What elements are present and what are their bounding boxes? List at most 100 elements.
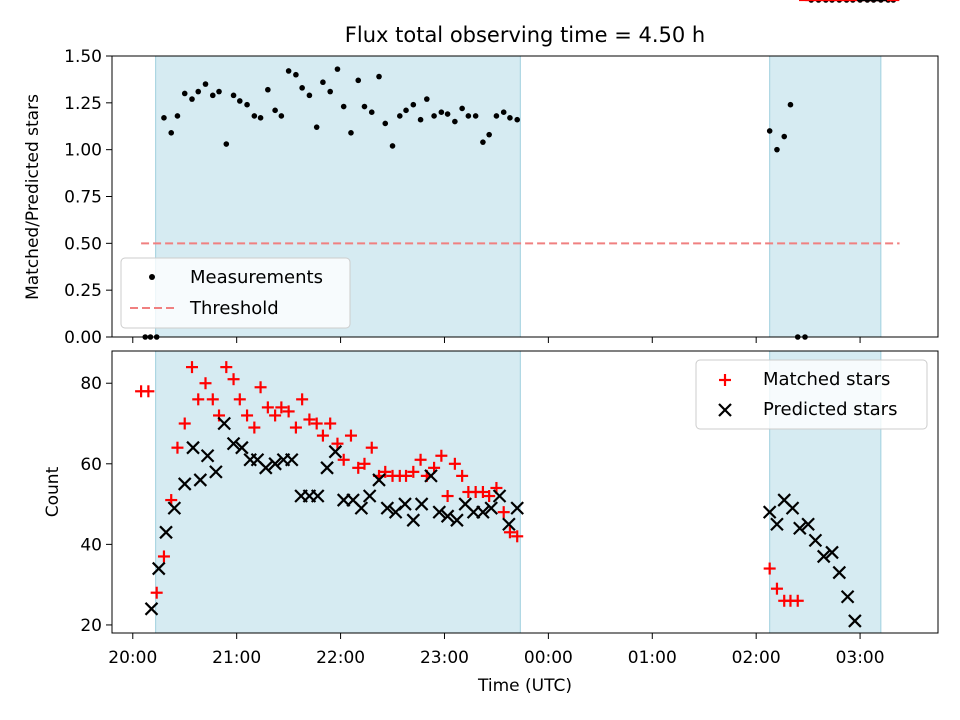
bottom-y-tick-label: 40 (80, 535, 102, 555)
top-y-axis-label: Matched/Predicted stars (23, 94, 43, 300)
measurement-point (787, 101, 794, 108)
legend-predicted-marker (718, 403, 732, 417)
measurement-point (313, 124, 320, 130)
predicted-star-point (362, 489, 377, 503)
measurement-point (161, 115, 167, 121)
matched-star-point (337, 453, 350, 466)
measurement-point (438, 109, 445, 115)
matched-star-point (199, 377, 212, 390)
matched-star-point (448, 457, 461, 470)
predicted-star-point (808, 533, 823, 548)
measurement-point (459, 105, 465, 112)
matched-star-point (763, 562, 776, 575)
bottom-x-tick-label: 02:00 (732, 648, 781, 668)
bottom-panel: 20 40 60 80 20:00 21:00 22:00 23:00 00:00 01:00 0… (43, 0, 939, 696)
predicted-star-point (217, 416, 231, 431)
matched-star-point (770, 582, 783, 595)
predicted-star-point (177, 477, 192, 491)
predicted-star-point (193, 473, 208, 487)
bottom-y-axis-label: Count (43, 466, 63, 517)
matched-star-point (171, 441, 184, 454)
measurement-point (493, 113, 500, 119)
matched-star-point (511, 530, 524, 543)
measurement-point (257, 115, 264, 121)
measurement-point (265, 86, 271, 93)
measurement-point (403, 107, 409, 114)
measurement-point (368, 109, 375, 115)
bottom-shaded-interval-0 (155, 350, 521, 634)
measurement-point (376, 73, 382, 80)
predicted-star-point (502, 517, 516, 532)
bottom-axes-frame (111, 350, 939, 634)
matched-star-point (407, 465, 420, 478)
bottom-y-tick-label: 60 (80, 455, 102, 475)
measurement-point (285, 68, 292, 74)
predicted-star-point (268, 457, 282, 471)
bottom-x-axis: 20:00 21:00 22:00 23:00 00:00 01:00 02:00 03:00 (108, 633, 885, 668)
measurement-point (251, 113, 258, 119)
predicted-star-point (816, 549, 831, 564)
predicted-star-point (832, 565, 847, 580)
predicted-star-point (372, 473, 386, 487)
predicted-star-point (258, 461, 273, 475)
measurement-point (181, 90, 188, 97)
legend-predicted-label: Predicted stars (763, 399, 897, 420)
matched-star-point (358, 457, 371, 470)
predicted-star-point (310, 489, 325, 503)
predicted-star-point (432, 505, 447, 519)
measurement-point (278, 113, 285, 119)
measurement-point (382, 120, 389, 127)
matched-star-point (233, 393, 246, 406)
matched-stars-points (135, 0, 900, 607)
predicted-star-point (159, 525, 173, 540)
predicted-star-point (354, 501, 369, 515)
top-legend: Measurements Threshold (120, 257, 351, 329)
matched-star-point (316, 429, 329, 442)
predicted-star-point (380, 501, 395, 515)
matched-star-point (142, 385, 155, 398)
legend-matched-label: Matched stars (763, 369, 890, 390)
matched-star-point (324, 417, 337, 430)
matched-star-point (227, 373, 240, 386)
predicted-star-point (235, 440, 249, 455)
measurement-point (774, 146, 780, 153)
matched-star-point (414, 453, 427, 466)
measurement-point (507, 115, 513, 121)
matched-star-point (289, 421, 302, 434)
legend-threshold-label: Threshold (189, 298, 279, 319)
top-y-tick-label: 0.00 (64, 328, 102, 348)
measurement-point (334, 66, 341, 72)
top-x-axis (132, 337, 861, 343)
matched-star-point (352, 461, 365, 474)
predicted-star-point (414, 497, 429, 511)
predicted-star-point (762, 505, 777, 519)
predicted-star-point (484, 501, 499, 515)
bottom-x-tick-label: 03:00 (836, 648, 885, 668)
bottom-x-tick-label: 23:00 (420, 648, 469, 668)
predicted-star-point (450, 513, 464, 527)
predicted-star-point (398, 497, 412, 511)
measurement-point (781, 133, 788, 140)
top-panel: 0.00 0.25 0.50 0.75 1.00 1.25 1.50 Flux total … (23, 0, 939, 348)
bottom-x-tick-label: 20:00 (108, 648, 157, 668)
measurement-point (236, 98, 243, 104)
measurement-point (293, 71, 299, 78)
matched-star-point (303, 413, 316, 426)
predicted-star-point (226, 436, 241, 451)
predicted-star-point (167, 501, 182, 515)
matched-star-point (400, 469, 413, 482)
bottom-y-axis: 20 40 60 80 (80, 374, 112, 636)
predicted-stars-points (144, 0, 887, 628)
measurement-point (272, 107, 278, 114)
bottom-y-tick-label: 20 (80, 616, 102, 636)
top-y-tick-label: 0.50 (64, 234, 102, 254)
measurement-point (195, 88, 202, 95)
measurement-point (486, 131, 492, 138)
matched-star-point (248, 421, 261, 434)
measurement-point (355, 77, 362, 84)
measurement-point (320, 79, 326, 86)
predicted-star-point (476, 505, 490, 519)
matched-star-point (178, 417, 191, 430)
top-y-tick-label: 1.25 (64, 94, 102, 114)
matched-star-point (331, 437, 344, 450)
